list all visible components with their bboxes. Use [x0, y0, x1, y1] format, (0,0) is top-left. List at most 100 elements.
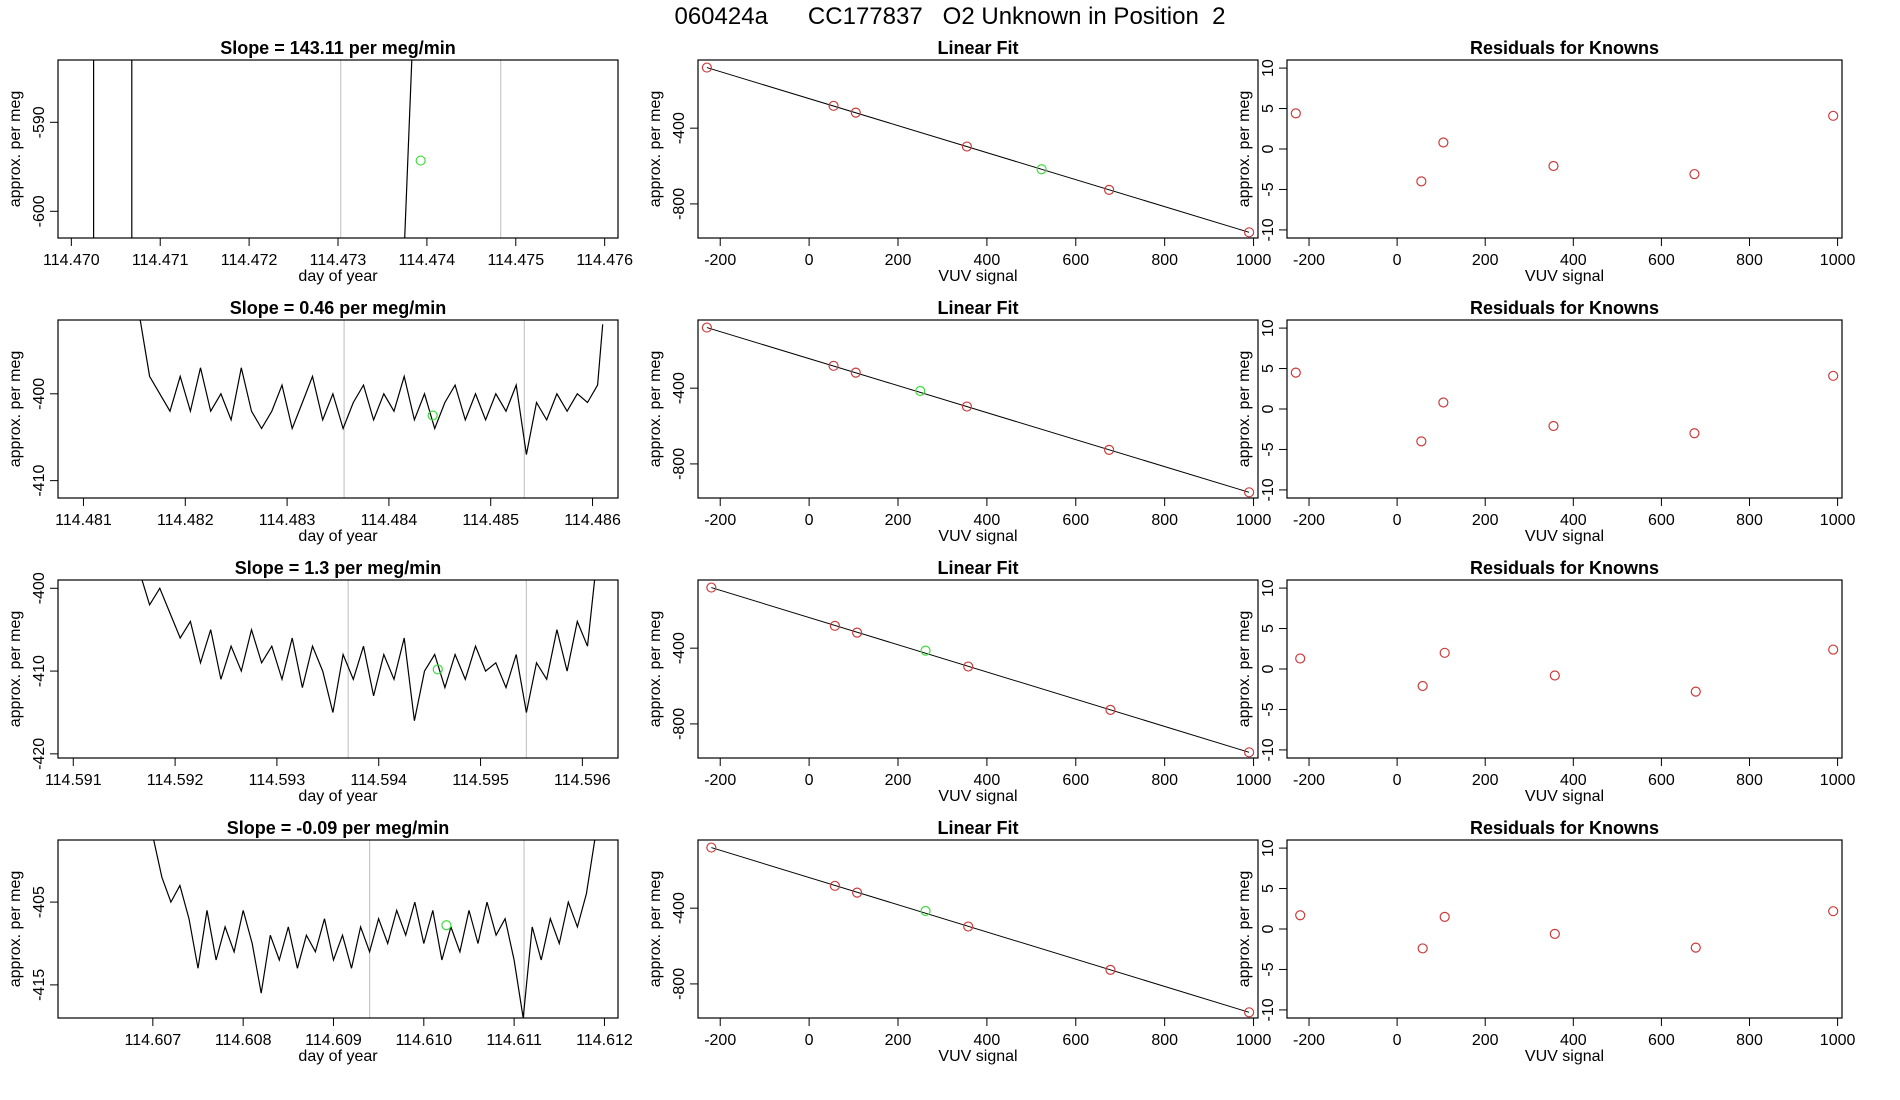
- y-tick-label: -800: [671, 188, 688, 220]
- known-point: [1828, 110, 1839, 121]
- known-point: [1439, 647, 1450, 658]
- x-tick-label: 114.593: [249, 772, 306, 789]
- x-tick-label: 400: [974, 512, 1001, 529]
- x-tick-label: 1000: [1820, 512, 1856, 529]
- x-tick-label: 1000: [1820, 1032, 1856, 1049]
- known-point: [1290, 367, 1301, 378]
- plot-frame: [1286, 839, 1843, 1019]
- x-tick-label: 1000: [1236, 772, 1272, 789]
- known-point: [1828, 644, 1839, 655]
- x-tick-label: 114.595: [452, 772, 509, 789]
- chart-panel-4: Slope = 0.46 per meg/min 114.481 114.482 11…: [7, 298, 621, 545]
- x-tick-label: 600: [1648, 772, 1675, 789]
- known-point: [1689, 428, 1700, 439]
- x-tick-label: 0: [805, 512, 814, 529]
- x-tick-label: 200: [1472, 1032, 1499, 1049]
- y-tick-label: 0: [1260, 924, 1277, 933]
- plot-frame: [57, 319, 619, 499]
- unknown-point: [415, 155, 426, 166]
- x-tick-label: 114.484: [361, 512, 418, 529]
- x-tick-label: 114.594: [350, 772, 407, 789]
- x-tick-label: -200: [1293, 512, 1325, 529]
- x-tick-label: 800: [1151, 512, 1178, 529]
- x-tick-label: 200: [1472, 252, 1499, 269]
- unknown-point: [920, 645, 931, 656]
- known-point: [828, 100, 839, 111]
- y-tick-label: -10: [1260, 478, 1277, 501]
- known-point: [1548, 420, 1559, 432]
- y-tick-label: 10: [1260, 319, 1277, 337]
- x-tick-label: 1000: [1820, 772, 1856, 789]
- y-axis-label: approx. per meg: [7, 871, 24, 988]
- known-point: [1105, 704, 1116, 716]
- x-tick-label: 600: [1062, 772, 1089, 789]
- x-axis-label: VUV signal: [1525, 268, 1604, 285]
- known-point: [1690, 686, 1701, 697]
- y-tick-label: 5: [1260, 884, 1277, 893]
- chart-title: Residuals for Knowns: [1470, 818, 1659, 838]
- plot-frame: [697, 59, 1259, 239]
- known-point: [829, 880, 840, 891]
- chart-panel-1: Slope = 143.11 per meg/min 114.470 114.471…: [7, 38, 633, 285]
- x-tick-label: 400: [1560, 1032, 1587, 1049]
- x-tick-label: 600: [1648, 1032, 1675, 1049]
- x-tick-label: -200: [704, 1032, 736, 1049]
- known-point: [1548, 160, 1559, 172]
- x-tick-label: 114.607: [125, 1032, 182, 1049]
- known-point: [1244, 747, 1255, 758]
- y-tick-label: -800: [671, 448, 688, 480]
- x-axis-label: day of year: [298, 1048, 378, 1065]
- chart-title: Slope = 143.11 per meg/min: [220, 38, 456, 58]
- x-tick-label: 114.612: [576, 1032, 633, 1049]
- known-point: [828, 360, 839, 371]
- y-axis-label: approx. per meg: [1236, 611, 1253, 728]
- y-tick-label: 0: [1260, 404, 1277, 413]
- x-tick-label: 200: [1472, 512, 1499, 529]
- chart-panel-12: Residuals for Knowns-200 0 200 400 600 800 100…: [1236, 818, 1855, 1065]
- known-point: [706, 842, 717, 853]
- x-tick-label: 1000: [1236, 512, 1272, 529]
- y-tick-label: 5: [1260, 624, 1277, 633]
- x-tick-label: 0: [805, 1032, 814, 1049]
- x-axis-label: day of year: [298, 788, 378, 805]
- plot-frame: [697, 579, 1259, 759]
- known-point: [1417, 943, 1428, 954]
- chart-panel-2: Linear Fit -200 0 200 400 600 800 1000 -400 -800 V…: [647, 38, 1271, 285]
- x-tick-label: 1000: [1820, 252, 1856, 269]
- y-tick-label: 10: [1260, 59, 1277, 77]
- x-tick-label: 0: [805, 772, 814, 789]
- x-tick-label: 1000: [1236, 1032, 1272, 1049]
- y-tick-label: -400: [31, 572, 48, 604]
- known-point: [850, 107, 861, 118]
- y-tick-label: -5: [1260, 442, 1277, 456]
- y-tick-label: 5: [1260, 104, 1277, 113]
- known-point: [1438, 137, 1449, 148]
- x-tick-label: 114.611: [486, 1032, 542, 1049]
- plot-frame: [697, 319, 1259, 499]
- x-tick-label: 114.608: [215, 1032, 272, 1049]
- y-tick-label: -400: [31, 378, 48, 410]
- y-tick-label: -5: [1260, 702, 1277, 716]
- known-point: [1416, 436, 1427, 447]
- known-point: [961, 141, 972, 152]
- x-tick-label: 400: [974, 1032, 1001, 1049]
- x-tick-label: 0: [1393, 252, 1402, 269]
- page-title: 060424a CC177837 O2 Unknown in Position …: [674, 3, 1226, 30]
- x-tick-label: -200: [704, 512, 736, 529]
- y-tick-label: -400: [671, 892, 688, 924]
- x-tick-label: -200: [1293, 252, 1325, 269]
- y-tick-label: -410: [31, 465, 48, 497]
- x-tick-label: 114.485: [462, 512, 519, 529]
- known-point: [850, 367, 861, 378]
- x-tick-label: 0: [1393, 1032, 1402, 1049]
- x-tick-label: 114.481: [55, 512, 112, 529]
- x-tick-label: 0: [1393, 512, 1402, 529]
- plot-frame: [1286, 59, 1843, 239]
- chart-title: Residuals for Knowns: [1470, 298, 1659, 318]
- y-tick-label: 10: [1260, 579, 1277, 597]
- x-tick-label: 400: [974, 252, 1001, 269]
- known-point: [1244, 227, 1255, 238]
- known-point: [1689, 168, 1700, 180]
- chart-title: Linear Fit: [937, 298, 1018, 318]
- y-tick-label: 10: [1260, 839, 1277, 857]
